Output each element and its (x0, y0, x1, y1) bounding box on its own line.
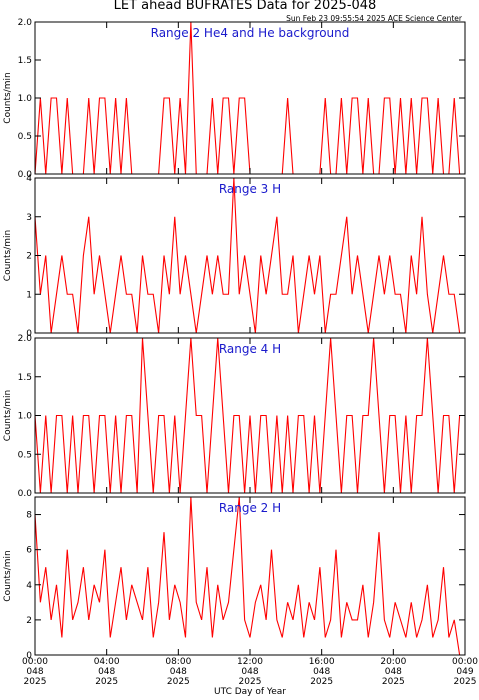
timestamp: Sun Feb 23 09:55:54 2025 ACE Science Cen… (286, 14, 463, 23)
y-tick-label: 1.5 (18, 373, 32, 383)
x-tick-year: 2025 (382, 677, 405, 687)
data-line (34, 21, 461, 175)
x-tick-year: 2025 (310, 677, 333, 687)
x-tick-year: 2025 (95, 677, 118, 687)
y-axis-label: Counts/min (3, 230, 13, 281)
y-tick-label: 0 (26, 329, 32, 339)
x-tick-label: 00:00 (452, 657, 478, 667)
x-tick-day: 049 (456, 667, 473, 677)
x-tick-year: 2025 (239, 677, 262, 687)
y-tick-label: 0.0 (18, 489, 33, 499)
x-tick-year: 2025 (24, 677, 47, 687)
y-tick-label: 1 (26, 290, 32, 300)
y-tick-label: 0.5 (18, 450, 32, 460)
x-axis-label: UTC Day of Year (214, 687, 286, 697)
y-axis-label: Counts/min (3, 550, 13, 601)
x-tick-day: 048 (385, 667, 402, 677)
y-tick-label: 1.0 (18, 94, 33, 104)
x-tick-label: 12:00 (237, 657, 263, 667)
y-tick-label: 0 (26, 651, 32, 661)
x-tick-label: 00:00 (22, 657, 48, 667)
panel-annotation: Range 3 H (219, 182, 281, 196)
x-tick-day: 048 (26, 667, 43, 677)
y-tick-label: 6 (26, 546, 32, 556)
x-tick-label: 20:00 (380, 657, 406, 667)
panel-annotation: Range 4 H (219, 342, 281, 356)
data-line (34, 337, 461, 494)
y-tick-label: 2 (26, 616, 32, 626)
x-tick-label: 16:00 (309, 657, 335, 667)
y-tick-label: 2 (26, 252, 32, 262)
x-tick-label: 04:00 (94, 657, 120, 667)
x-tick-day: 048 (170, 667, 187, 677)
x-tick-day: 048 (241, 667, 258, 677)
y-tick-label: 3 (26, 213, 32, 223)
y-tick-label: 0.5 (18, 132, 32, 142)
y-tick-label: 4 (26, 581, 32, 591)
x-tick-year: 2025 (167, 677, 190, 687)
panel-annotation: Range 2 He4 and He background (151, 26, 350, 40)
x-tick-label: 08:00 (165, 657, 191, 667)
y-axis-label: Counts/min (3, 72, 13, 123)
y-tick-label: 0.0 (18, 170, 33, 180)
y-tick-label: 4 (26, 174, 32, 184)
data-line (34, 177, 461, 334)
chart-title: LET ahead BUFRATES Data for 2025-048 (114, 0, 377, 13)
x-tick-day: 048 (313, 667, 330, 677)
y-tick-label: 2.0 (18, 334, 33, 344)
y-tick-label: 8 (26, 511, 32, 521)
plot-frame (34, 496, 466, 656)
x-tick-day: 048 (98, 667, 115, 677)
x-tick-year: 2025 (454, 677, 477, 687)
panel-annotation: Range 2 H (219, 501, 281, 515)
y-tick-label: 2.0 (18, 18, 33, 28)
data-line (34, 496, 461, 656)
y-tick-label: 1.5 (18, 56, 32, 66)
y-axis-label: Counts/min (3, 390, 13, 441)
y-tick-label: 1.0 (18, 412, 33, 422)
